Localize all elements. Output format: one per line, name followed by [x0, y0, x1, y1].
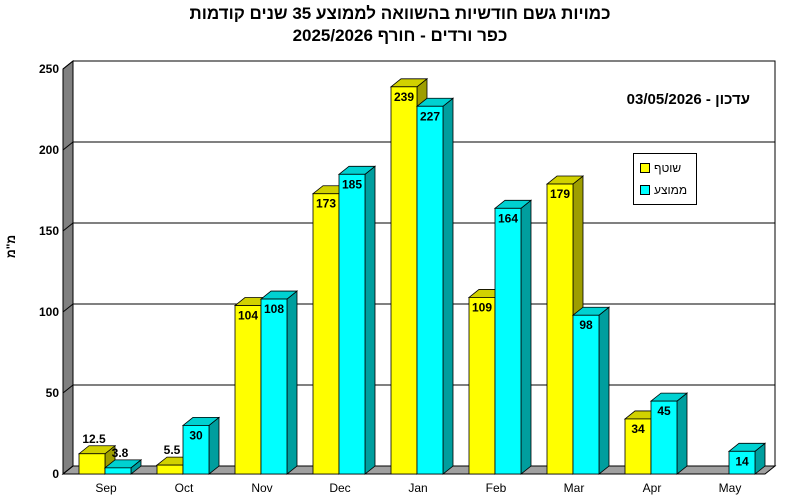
data-label: 30: [189, 428, 203, 442]
legend-swatch-average: [640, 185, 650, 195]
legend: שוטף ממוצע: [633, 153, 697, 205]
gridline-side: [62, 465, 74, 475]
y-tick-label: 100: [39, 305, 59, 319]
data-label: 179: [550, 187, 570, 201]
plot-side-wall: [62, 59, 74, 476]
legend-swatch-current: [640, 163, 650, 173]
gridline-side: [62, 60, 74, 70]
bar-average-feb: [493, 199, 533, 475]
x-category-label: Apr: [643, 481, 662, 495]
data-label: 227: [420, 109, 440, 123]
y-axis-label: מ"מ: [4, 234, 18, 258]
x-category-label: Dec: [329, 481, 350, 495]
bar-average-oct: [181, 416, 221, 475]
legend-label-current: שוטף: [654, 161, 682, 175]
data-label: 5.5: [164, 443, 181, 457]
x-category-label: May: [719, 481, 742, 495]
bar-average-may: [727, 442, 767, 475]
y-tick-label: 50: [46, 386, 60, 400]
data-label: 104: [238, 309, 258, 323]
x-category-label: Nov: [251, 481, 272, 495]
bar-average-jan: [415, 97, 455, 475]
data-label: 185: [342, 177, 362, 191]
data-label: 164: [498, 211, 518, 225]
data-label: 45: [657, 404, 671, 418]
bar-average-mar: [571, 306, 611, 475]
bar-average-apr: [649, 392, 689, 475]
data-label: 109: [472, 300, 492, 314]
y-axis-ticks: 0 50 100 150 200 250: [39, 62, 59, 481]
gridline-side: [62, 141, 74, 151]
gridline-side: [62, 222, 74, 232]
x-category-label: Sep: [95, 481, 117, 495]
chart-title: כמויות גשם חודשיות בהשוואה לממוצע 35 שני…: [189, 4, 611, 23]
data-label: 108: [264, 302, 284, 316]
data-label: 12.5: [82, 432, 106, 446]
y-tick-label: 200: [39, 143, 59, 157]
chart-subtitle: כפר ורדים - חורף 2025/2026: [292, 26, 508, 45]
x-category-label: Jan: [408, 481, 427, 495]
x-category-label: Oct: [175, 481, 194, 495]
legend-label-average: ממוצע: [654, 183, 688, 197]
y-tick-label: 150: [39, 224, 59, 238]
legend-entry-current: שוטף: [640, 160, 681, 176]
legend-entry-average: ממוצע: [640, 182, 687, 198]
gridline-side: [62, 303, 74, 313]
bar-average-dec: [337, 165, 377, 475]
data-label: 3.8: [112, 446, 129, 460]
x-axis-categories: Sep Oct Nov Dec Jan Feb Mar Apr May: [95, 481, 741, 495]
update-date-annotation: עדכון - 03/05/2026: [626, 91, 750, 108]
data-label: 239: [394, 90, 414, 104]
y-tick-label: 250: [39, 62, 59, 76]
gridline-side: [62, 384, 74, 394]
data-label: 14: [735, 454, 749, 468]
x-category-label: Feb: [486, 481, 507, 495]
data-label: 98: [579, 318, 593, 332]
bars: 12.5 3.8 5.5 30 104 108 173 185 239 227 109 164 179 9…: [77, 77, 767, 475]
bar-average-nov: [259, 290, 299, 475]
data-label: 34: [631, 422, 645, 436]
data-label: 173: [316, 197, 336, 211]
chart-title-block: כמויות גשם חודשיות בהשוואה לממוצע 35 שני…: [0, 3, 800, 47]
bar-average-sep: [103, 459, 143, 475]
x-category-label: Mar: [564, 481, 585, 495]
y-tick-label: 0: [52, 467, 59, 481]
